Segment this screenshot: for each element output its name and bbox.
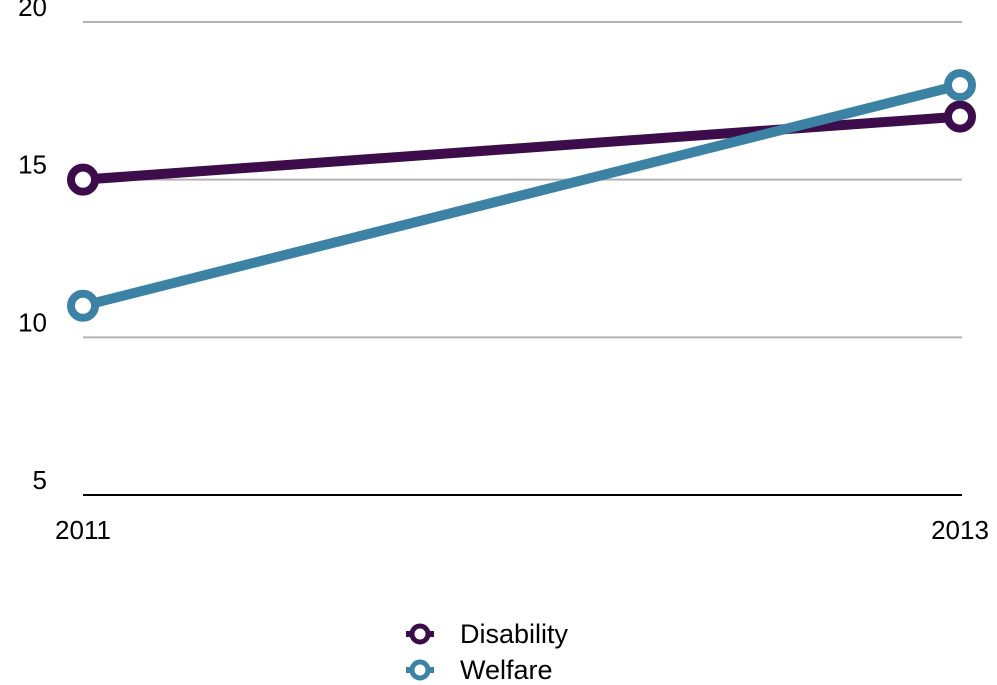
- y-tick-label: 5: [33, 465, 47, 495]
- x-tick-label: 2011: [55, 515, 111, 545]
- legend: Disability Welfare: [406, 619, 569, 685]
- series-disability: [67, 100, 976, 196]
- x-tick-label: 2013: [931, 515, 989, 545]
- series-line: [78, 111, 965, 185]
- legend-item-disability: Disability: [406, 619, 569, 649]
- y-axis-ticks: 5 10 15 20: [18, 0, 47, 495]
- legend-swatch-marker: [409, 659, 431, 681]
- y-tick-label: 20: [18, 0, 47, 22]
- legend-item-welfare: Welfare: [406, 655, 553, 685]
- legend-label: Disability: [460, 619, 569, 649]
- grid-lines: [83, 21, 962, 496]
- data-point: [67, 163, 99, 196]
- x-axis-ticks: 2011 2013: [55, 515, 989, 545]
- legend-swatch-marker: [409, 623, 431, 645]
- data-point: [67, 289, 99, 322]
- y-tick-label: 15: [18, 150, 47, 180]
- legend-label: Welfare: [460, 655, 553, 685]
- data-point: [944, 100, 976, 133]
- data-point: [944, 69, 976, 102]
- series-line: [78, 80, 965, 311]
- y-tick-label: 10: [18, 307, 47, 337]
- series-welfare: [67, 69, 976, 322]
- series-lines: [67, 69, 976, 322]
